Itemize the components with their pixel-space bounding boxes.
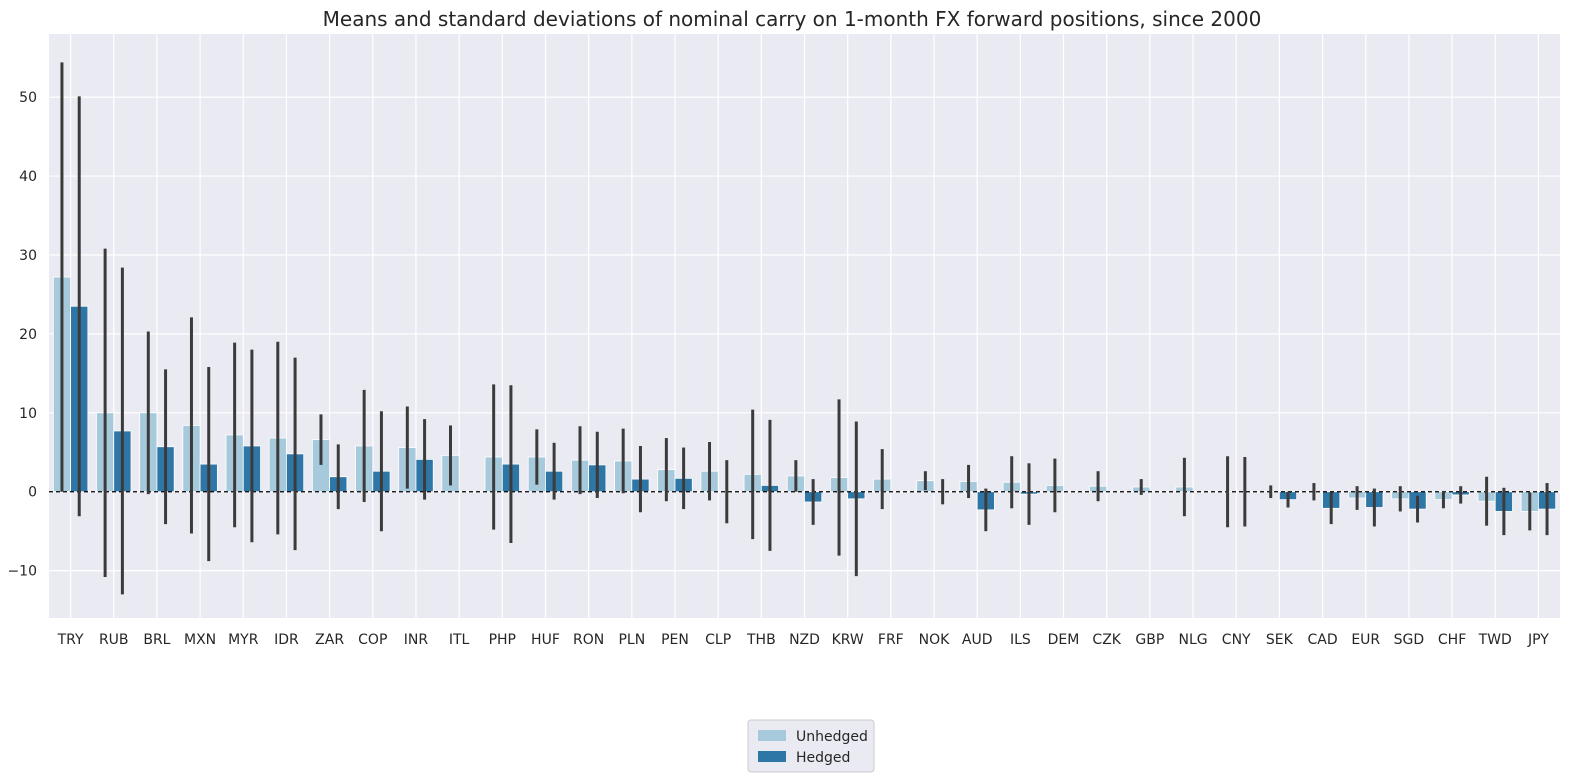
x-tick-label: CHF — [1438, 632, 1466, 648]
x-axis-ticks: TRY RUB BRL MXN MYR IDR ZAR COP INR ITL PHP HUF RON P… — [57, 632, 1550, 648]
y-axis-ticks: −10 0 10 20 30 40 50 — [7, 90, 37, 580]
x-tick-label: INR — [404, 632, 429, 648]
x-tick-label: MYR — [228, 632, 259, 648]
legend-swatch-unhedged — [758, 730, 786, 741]
x-tick-label: NZD — [789, 632, 820, 648]
x-tick-label: NLG — [1178, 632, 1207, 648]
legend: Unhedged Hedged — [747, 719, 875, 773]
x-tick-label: GBP — [1135, 632, 1164, 648]
x-tick-label: FRF — [878, 632, 904, 648]
y-tick-label: 0 — [28, 485, 37, 501]
x-tick-label: SGD — [1394, 632, 1425, 648]
x-tick-label: CNY — [1222, 632, 1251, 648]
x-tick-label: EUR — [1351, 632, 1380, 648]
x-tick-label: KRW — [832, 632, 864, 648]
error-bars — [60, 62, 1549, 595]
x-tick-label: ILS — [1010, 632, 1031, 648]
y-tick-label: 10 — [19, 406, 37, 422]
x-tick-label: BRL — [143, 632, 170, 648]
legend-label-unhedged: Unhedged — [796, 729, 868, 745]
x-tick-label: DEM — [1048, 632, 1080, 648]
grid-lines — [49, 34, 1560, 618]
x-tick-label: AUD — [962, 632, 993, 648]
x-tick-label: IDR — [274, 632, 299, 648]
x-tick-label: MXN — [184, 632, 216, 648]
x-tick-label: PLN — [618, 632, 645, 648]
y-tick-label: −10 — [7, 564, 37, 580]
x-tick-label: CAD — [1307, 632, 1337, 648]
x-tick-label: COP — [358, 632, 387, 648]
x-tick-label: PHP — [489, 632, 516, 648]
y-tick-label: 40 — [19, 169, 37, 185]
x-tick-label: NOK — [919, 632, 950, 648]
x-tick-label: RUB — [99, 632, 129, 648]
x-tick-label: PEN — [661, 632, 689, 648]
x-tick-label: TWD — [1478, 632, 1512, 648]
x-tick-label: RON — [573, 632, 604, 648]
chart-title: Means and standard deviations of nominal… — [323, 7, 1262, 31]
x-tick-label: JPY — [1527, 632, 1549, 648]
x-tick-label: CLP — [705, 632, 731, 648]
y-tick-label: 30 — [19, 248, 37, 264]
y-tick-label: 50 — [19, 90, 37, 106]
x-tick-label: CZK — [1092, 632, 1121, 648]
y-tick-label: 20 — [19, 327, 37, 343]
x-tick-label: TRY — [57, 632, 84, 648]
x-tick-label: HUF — [531, 632, 560, 648]
legend-label-hedged: Hedged — [796, 750, 850, 766]
x-tick-label: ZAR — [315, 632, 344, 648]
legend-swatch-hedged — [758, 751, 786, 762]
x-tick-label: ITL — [449, 632, 470, 648]
x-tick-label: THB — [746, 632, 776, 648]
x-tick-label: SEK — [1266, 632, 1294, 648]
